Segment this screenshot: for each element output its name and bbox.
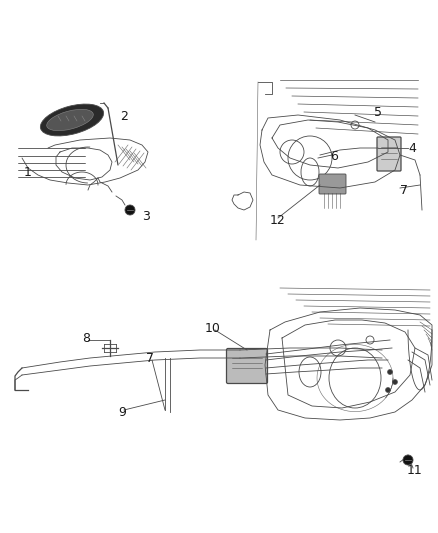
Text: 2: 2	[120, 109, 128, 123]
Text: 12: 12	[270, 214, 286, 227]
FancyBboxPatch shape	[377, 137, 401, 171]
Text: 5: 5	[374, 106, 382, 118]
Text: 9: 9	[118, 406, 126, 418]
FancyBboxPatch shape	[226, 349, 268, 384]
Text: 7: 7	[400, 183, 408, 197]
Text: 6: 6	[330, 149, 338, 163]
Circle shape	[403, 455, 413, 465]
Ellipse shape	[40, 104, 104, 136]
Circle shape	[388, 369, 392, 375]
Text: 8: 8	[82, 332, 90, 344]
Text: 1: 1	[24, 166, 32, 179]
Circle shape	[392, 379, 398, 384]
Ellipse shape	[47, 109, 93, 131]
FancyBboxPatch shape	[319, 174, 346, 194]
Text: 7: 7	[146, 351, 154, 365]
Circle shape	[385, 387, 391, 392]
Text: 11: 11	[407, 464, 423, 477]
Circle shape	[125, 205, 135, 215]
Text: 3: 3	[142, 209, 150, 222]
Text: 10: 10	[205, 321, 221, 335]
Text: 4: 4	[408, 141, 416, 155]
